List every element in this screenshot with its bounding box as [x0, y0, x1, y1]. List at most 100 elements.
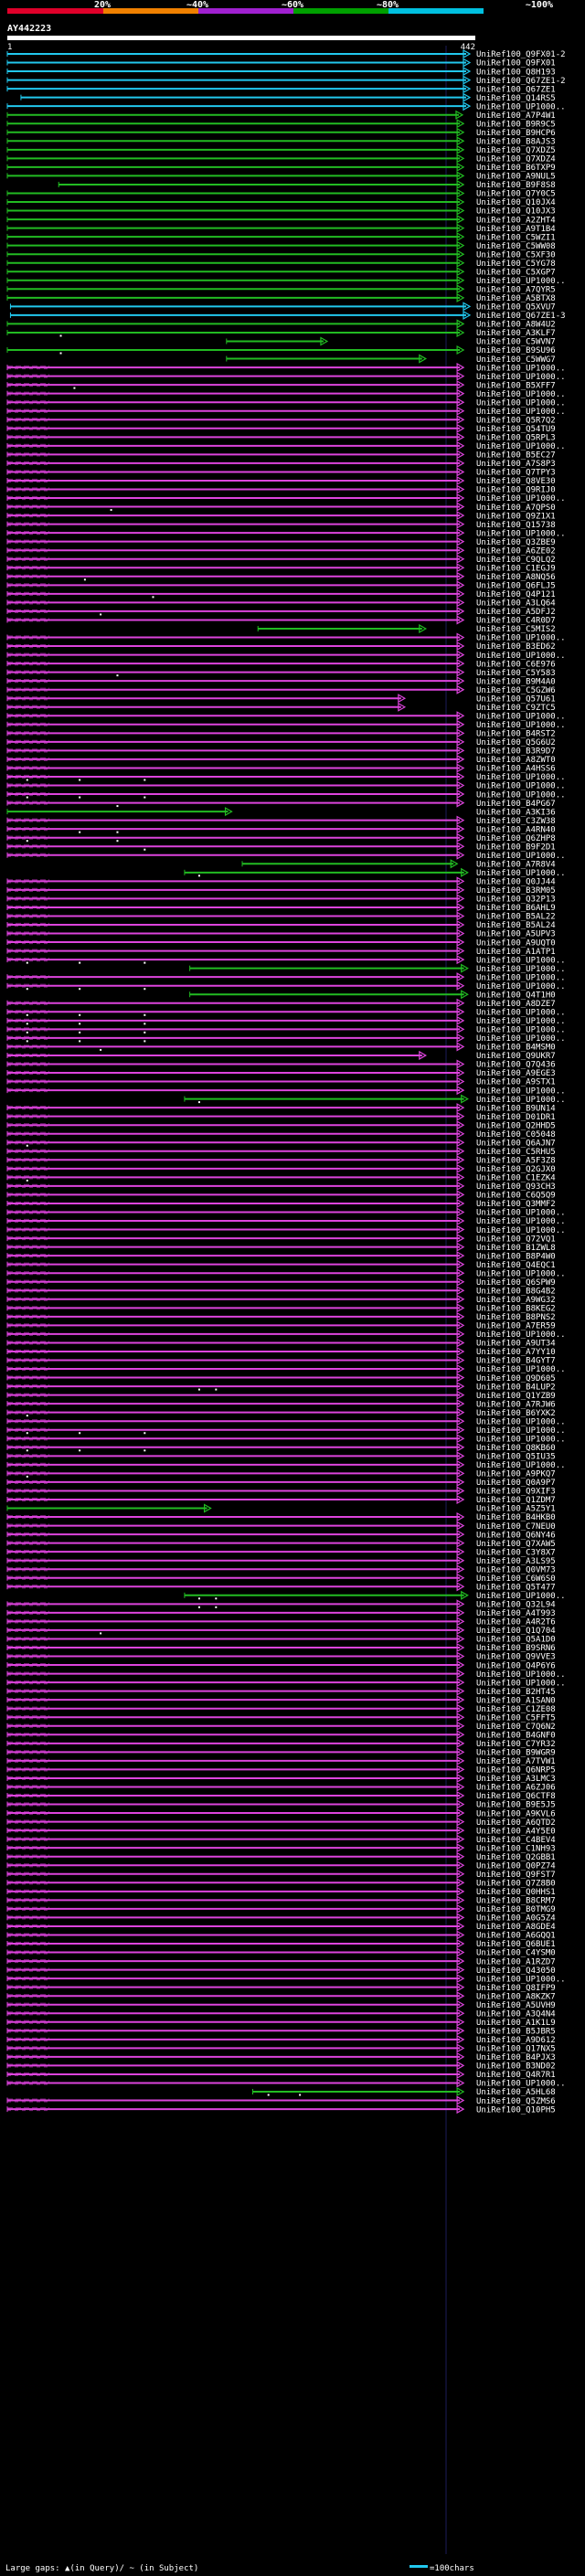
hit-end-arrow	[456, 249, 465, 260]
hit-label: UniRef100_Q67ZE1	[476, 85, 556, 94]
gap-marker	[79, 796, 81, 799]
gap-marker	[110, 509, 112, 512]
hit-label: UniRef100_UP1000..	[476, 442, 566, 451]
hit-label: UniRef100_UP1000..	[476, 634, 566, 643]
hit-label: UniRef100_Q9UKR7	[476, 1052, 556, 1061]
hit-label: UniRef100_B9WGR9	[476, 1749, 556, 1758]
hit-end-arrow	[456, 1826, 465, 1836]
hit-label: UniRef100_A9NUL5	[476, 173, 556, 182]
hit-end-arrow	[461, 963, 469, 973]
hit-label: UniRef100_A8NQ56	[476, 573, 556, 582]
hit-label: UniRef100_A8W4U2	[476, 321, 556, 330]
hit-end-arrow	[456, 1442, 465, 1452]
hit-label: UniRef100_B1ZWL8	[476, 1244, 556, 1253]
hit-label: UniRef100_B9SRN6	[476, 1644, 556, 1653]
hit-label: UniRef100_C7Q6N2	[476, 1723, 556, 1732]
hit-label: UniRef100_Q32P13	[476, 896, 556, 905]
gap-marker	[79, 988, 81, 991]
hit-end-arrow	[456, 1120, 465, 1130]
gap-marker	[215, 1597, 218, 1600]
hit-label: UniRef100_UP1000..	[476, 398, 566, 408]
gap-marker	[215, 1606, 218, 1608]
hit-end-arrow	[456, 1965, 465, 1975]
hit-end-arrow	[456, 398, 465, 408]
hit-label: UniRef100_UP1000..	[476, 1679, 566, 1688]
gap-marker	[116, 674, 119, 677]
hit-end-arrow	[456, 2104, 465, 2115]
hit-end-arrow	[456, 1486, 465, 1496]
hit-end-arrow	[456, 1660, 465, 1670]
hit-label: UniRef100_Q9XIF3	[476, 1488, 556, 1497]
hit-label: UniRef100_A9WG32	[476, 1296, 556, 1305]
gap-marker	[26, 1040, 28, 1043]
hit-label: UniRef100_A2ZHT4	[476, 216, 556, 225]
hit-label: UniRef100_C9QLQ2	[476, 556, 556, 565]
hit-label: UniRef100_Q0VM73	[476, 1565, 556, 1574]
hit-label: UniRef100_C5WVN7	[476, 338, 556, 347]
hit-end-arrow	[456, 1355, 465, 1365]
gap-marker	[116, 831, 119, 833]
hit-label: UniRef100_UP1000..	[476, 1592, 566, 1601]
hit-label: UniRef100_C1ZE08	[476, 1705, 556, 1714]
hit-end-arrow	[456, 450, 465, 460]
hit-end-arrow	[456, 1999, 465, 2009]
hit-end-arrow	[456, 1407, 465, 1417]
hit-end-arrow	[456, 1747, 465, 1757]
hit-end-arrow	[456, 771, 465, 782]
hit-label: UniRef100_A3KI36	[476, 808, 556, 817]
hit-end-arrow	[450, 859, 459, 869]
hit-label: UniRef100_Q32L94	[476, 1601, 556, 1610]
hit-label: UniRef100_Q5XVU7	[476, 303, 556, 313]
hit-label: UniRef100_A4HSS6	[476, 765, 556, 774]
hit-end-arrow	[456, 676, 465, 686]
gap-marker	[26, 988, 28, 991]
hit-end-arrow	[456, 1530, 465, 1540]
scale-tick-100: ~100%	[526, 0, 553, 10]
gap-marker	[79, 831, 81, 833]
hit-label: UniRef100_Q43050	[476, 1966, 556, 1976]
hit-end-arrow	[456, 1451, 465, 1461]
hit-label: UniRef100_Q5RPL3	[476, 434, 556, 443]
gap-marker	[79, 1031, 81, 1034]
hit-end-arrow	[456, 223, 465, 233]
hit-label: UniRef100_Q8VE30	[476, 477, 556, 486]
hit-end-arrow	[456, 1555, 465, 1565]
hit-end-arrow	[456, 1564, 465, 1574]
gap-marker	[79, 1013, 81, 1016]
hit-label: UniRef100_Q3MMF2	[476, 1200, 556, 1209]
hit-label: UniRef100_A5HL68	[476, 2088, 556, 2097]
hit-label: UniRef100_A4R2T6	[476, 1618, 556, 1627]
hit-end-arrow	[463, 75, 472, 85]
hit-label: UniRef100_C7YR32	[476, 1740, 556, 1749]
hit-label: UniRef100_Q0PZ74	[476, 1861, 556, 1871]
hit-label: UniRef100_Q2GBB1	[476, 1853, 556, 1862]
hit-label: UniRef100_Q5IU35	[476, 1453, 556, 1462]
hit-end-arrow	[456, 2051, 465, 2062]
hit-end-arrow	[463, 310, 472, 320]
hit-label: UniRef100_A5Z5Y1	[476, 1505, 556, 1514]
hit-end-arrow	[456, 1765, 465, 1775]
hit-end-arrow	[456, 511, 465, 521]
hit-end-arrow	[456, 1190, 465, 1200]
hit-end-arrow	[456, 1382, 465, 1392]
hit-label: UniRef100_A1RZD7	[476, 1957, 556, 1966]
gap-marker	[79, 961, 81, 964]
hit-end-arrow	[456, 467, 465, 477]
hit-end-arrow	[456, 1146, 465, 1156]
hit-end-arrow	[456, 1103, 465, 1113]
hit-end-arrow	[456, 1224, 465, 1235]
gap-marker	[144, 1040, 146, 1043]
hit-end-arrow	[456, 824, 465, 834]
hit-label: UniRef100_B4PJX3	[476, 2053, 556, 2062]
hit-end-arrow	[456, 171, 465, 181]
hit-end-arrow	[456, 1669, 465, 1679]
hit-label: UniRef100_C6W6S0	[476, 1574, 556, 1584]
hit-label: UniRef100_A6GQQ1	[476, 1932, 556, 1941]
hit-rows: UniRef100_Q9FX01-2UniRef100_Q9FX01UniRef…	[6, 48, 566, 2115]
hit-end-arrow	[456, 196, 465, 207]
hit-end-arrow	[456, 380, 465, 390]
gap-marker	[26, 1031, 28, 1034]
hit-label: UniRef100_Q17NX5	[476, 2045, 556, 2054]
hit-label: UniRef100_UP1000..	[476, 869, 566, 878]
gap-marker	[144, 961, 146, 964]
